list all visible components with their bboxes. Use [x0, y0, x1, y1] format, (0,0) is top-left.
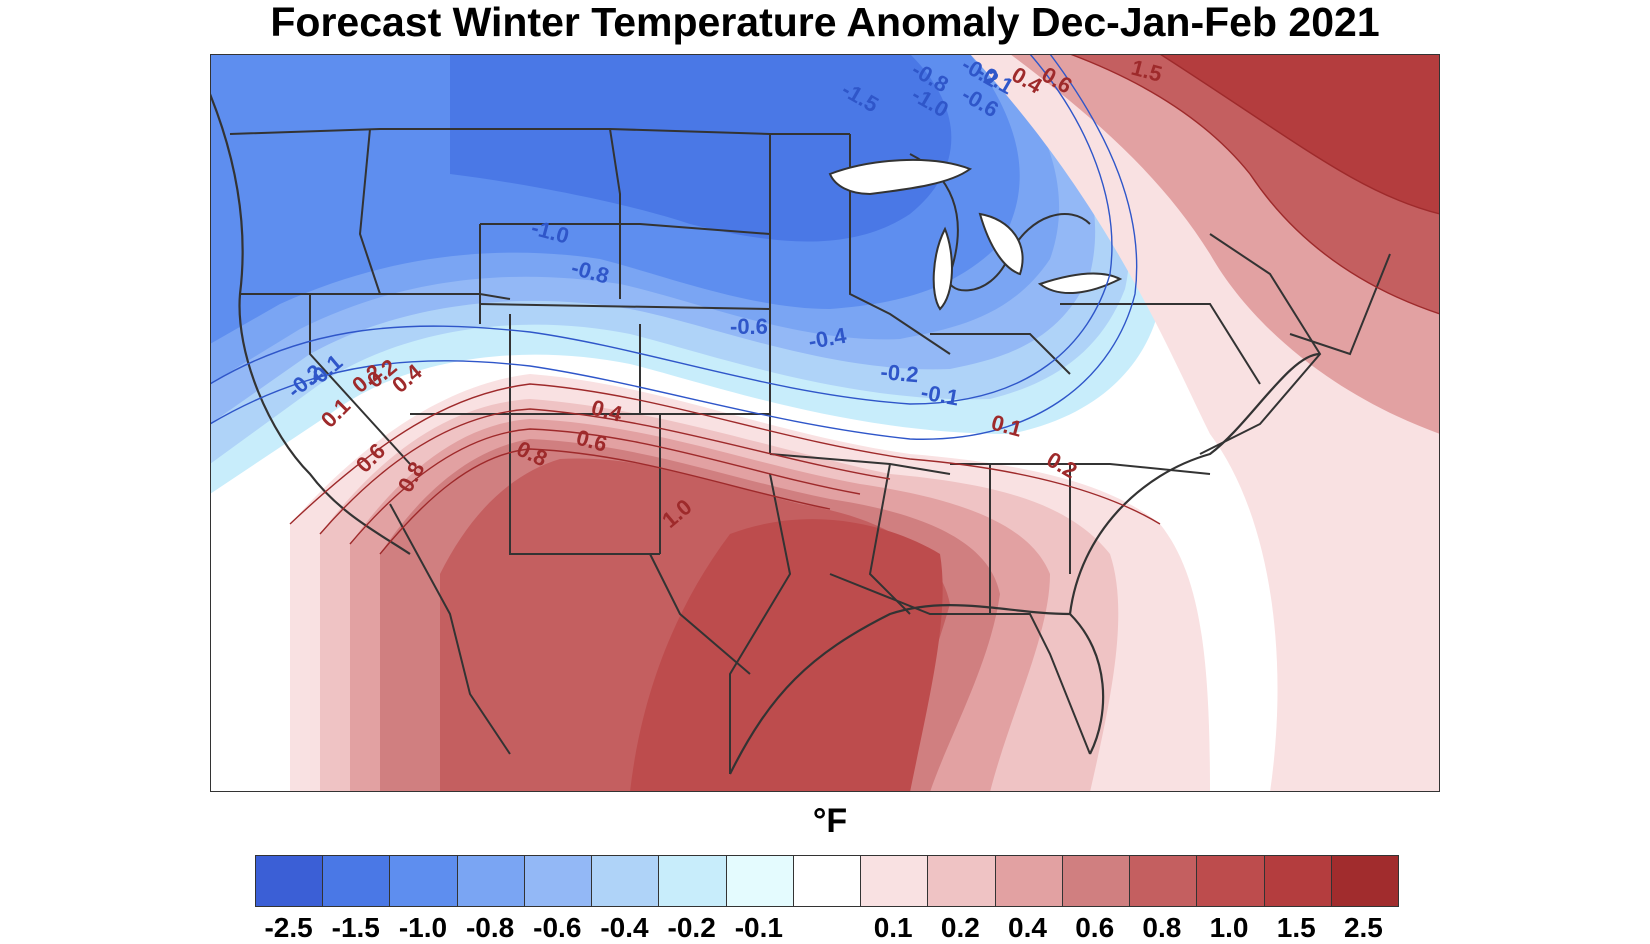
- legend-swatch: [524, 856, 593, 906]
- legend-label: 0.6: [1075, 912, 1115, 943]
- legend-label: -1.0: [398, 912, 448, 943]
- legend-label: 2.5: [1343, 912, 1383, 943]
- legend-label: 0.4: [1008, 912, 1047, 943]
- legend-swatch: [256, 856, 324, 906]
- legend-label: -0.1: [734, 912, 783, 943]
- contour-lines: [210, 54, 1440, 555]
- contour-label: -0.6: [730, 314, 768, 339]
- map-title: Forecast Winter Temperature Anomaly Dec-…: [270, 0, 1380, 45]
- legend-label: 0.1: [873, 912, 913, 943]
- legend-label: -1.5: [331, 912, 380, 943]
- legend-label: -0.4: [600, 912, 649, 943]
- legend-label: 0.8: [1142, 912, 1182, 943]
- legend-swatch: [793, 856, 862, 906]
- legend-swatch: [1062, 856, 1131, 906]
- legend-label: -0.6: [533, 912, 582, 943]
- legend-swatch: [390, 856, 458, 906]
- legend-swatch: [726, 856, 794, 906]
- warm-anomaly-field: [290, 54, 1440, 792]
- legend-swatch: [592, 856, 660, 906]
- legend-swatch: [1130, 856, 1198, 906]
- great-lakes: [828, 158, 1123, 311]
- legend-label: 0.2: [940, 912, 980, 943]
- contour-label: -0.2: [880, 359, 920, 387]
- legend-swatch: [659, 856, 727, 906]
- legend-label: -0.8: [465, 912, 515, 943]
- legend-swatch: [1264, 856, 1332, 906]
- units-label: °F: [812, 802, 848, 840]
- legend-label: -2.5: [264, 912, 313, 943]
- legend-label: 1.0: [1209, 912, 1249, 943]
- legend-label: 1.5: [1276, 912, 1316, 943]
- legend-swatch: [861, 856, 929, 906]
- legend-swatch: [928, 856, 996, 906]
- legend-label: -0.2: [667, 912, 716, 943]
- legend-swatch: [323, 856, 391, 906]
- legend-swatch: [457, 856, 525, 906]
- legend-swatch: [995, 856, 1063, 906]
- legend-swatch: [1197, 856, 1265, 906]
- cold-anomaly-field: [210, 54, 1162, 494]
- coastline: [210, 93, 1321, 775]
- anomaly-map: -1.5 -0.8 -1.0 -0.6 -0.1 -0.2 -1.0 -0.8 …: [210, 54, 1440, 792]
- color-legend: [255, 855, 1399, 907]
- state-boundaries: [229, 128, 1391, 774]
- legend-swatch: [1331, 856, 1398, 906]
